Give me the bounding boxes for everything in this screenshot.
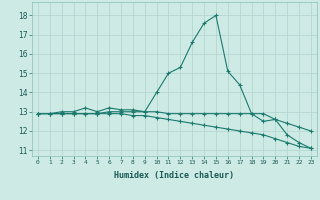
X-axis label: Humidex (Indice chaleur): Humidex (Indice chaleur) (115, 171, 234, 180)
